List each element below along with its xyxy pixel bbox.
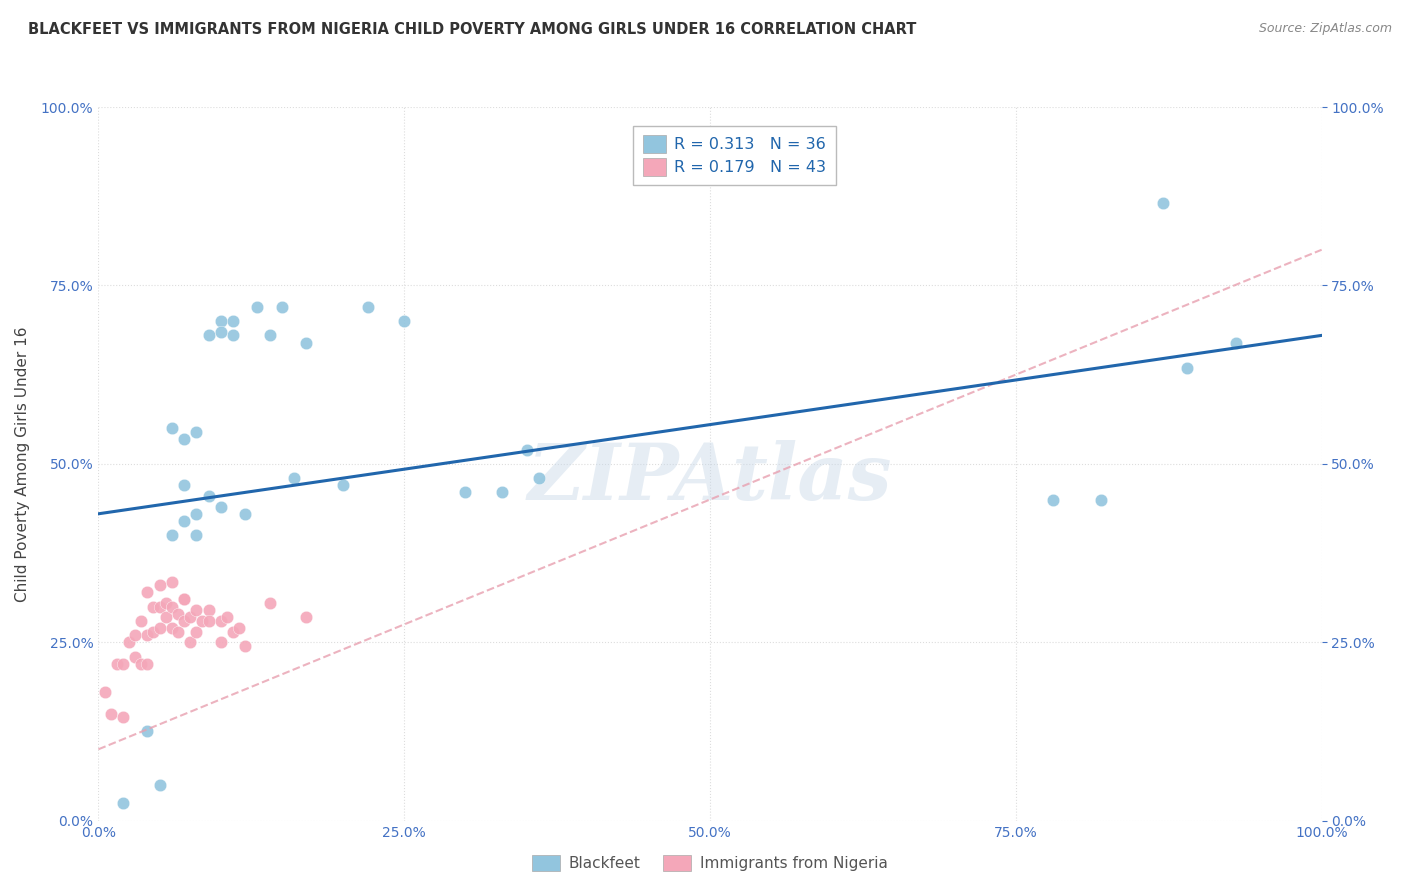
Point [228, 621, 250, 635]
Point [1152, 196, 1174, 211]
Point [173, 478, 195, 492]
Point [160, 421, 183, 435]
Point [186, 507, 208, 521]
Point [93, 685, 115, 699]
Legend: Blackfeet, Immigrants from Nigeria: Blackfeet, Immigrants from Nigeria [526, 849, 894, 877]
Point [179, 610, 201, 624]
Point [197, 603, 219, 617]
Point [392, 314, 416, 328]
Point [1175, 360, 1198, 375]
Point [215, 610, 238, 624]
Point [222, 328, 245, 343]
Point [454, 485, 477, 500]
Point [209, 500, 232, 514]
Point [155, 610, 177, 624]
Point [259, 596, 281, 610]
Point [186, 528, 208, 542]
Point [160, 599, 183, 614]
Point [295, 335, 318, 350]
Point [295, 610, 318, 624]
Point [270, 300, 294, 314]
Point [129, 614, 152, 628]
Point [491, 485, 513, 500]
Point [111, 710, 134, 724]
Point [173, 592, 195, 607]
Point [356, 300, 378, 314]
Point [111, 657, 134, 671]
Point [173, 514, 195, 528]
Point [222, 314, 245, 328]
Point [118, 635, 141, 649]
Point [149, 599, 172, 614]
Point [197, 489, 219, 503]
Point [173, 592, 195, 607]
Point [105, 657, 128, 671]
Point [136, 724, 159, 739]
Point [527, 471, 550, 485]
Point [142, 624, 165, 639]
Point [186, 425, 208, 439]
Point [124, 649, 146, 664]
Point [209, 325, 232, 339]
Point [129, 657, 152, 671]
Point [197, 328, 219, 343]
Point [149, 621, 172, 635]
Text: Source: ZipAtlas.com: Source: ZipAtlas.com [1258, 22, 1392, 36]
Point [332, 478, 354, 492]
Point [197, 614, 219, 628]
Text: ZIPAtlas: ZIPAtlas [527, 440, 893, 516]
Point [233, 639, 256, 653]
Point [136, 657, 159, 671]
Point [173, 614, 195, 628]
Point [124, 628, 146, 642]
Point [136, 628, 159, 642]
Point [167, 624, 190, 639]
Point [1042, 492, 1064, 507]
Point [1225, 335, 1247, 350]
Point [233, 507, 256, 521]
Point [100, 706, 122, 721]
Point [1090, 492, 1112, 507]
Point [160, 574, 183, 589]
Y-axis label: Child Poverty Among Girls Under 16: Child Poverty Among Girls Under 16 [15, 326, 30, 601]
Point [222, 624, 245, 639]
Point [167, 607, 190, 621]
Point [191, 614, 214, 628]
Point [179, 635, 201, 649]
Point [173, 432, 195, 446]
Point [186, 603, 208, 617]
Point [111, 796, 134, 810]
Point [209, 614, 232, 628]
Point [246, 300, 269, 314]
Text: BLACKFEET VS IMMIGRANTS FROM NIGERIA CHILD POVERTY AMONG GIRLS UNDER 16 CORRELAT: BLACKFEET VS IMMIGRANTS FROM NIGERIA CHI… [28, 22, 917, 37]
Point [186, 624, 208, 639]
Point [160, 621, 183, 635]
Point [283, 471, 305, 485]
Point [515, 442, 537, 457]
Point [209, 635, 232, 649]
Point [160, 528, 183, 542]
Point [259, 328, 281, 343]
Point [209, 314, 232, 328]
Point [136, 585, 159, 599]
Point [149, 778, 172, 792]
Point [142, 599, 165, 614]
Point [155, 596, 177, 610]
Point [149, 578, 172, 592]
